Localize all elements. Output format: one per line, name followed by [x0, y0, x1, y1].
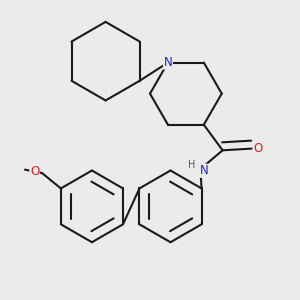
- Text: O: O: [254, 142, 263, 155]
- Text: N: N: [200, 164, 208, 177]
- Text: N: N: [164, 56, 172, 69]
- Text: H: H: [188, 160, 196, 170]
- Text: O: O: [30, 165, 39, 178]
